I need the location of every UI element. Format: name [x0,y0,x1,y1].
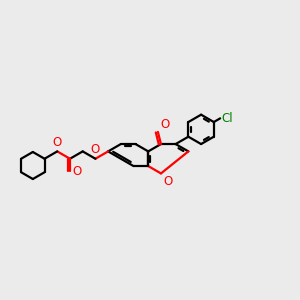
Text: O: O [160,118,169,130]
Text: O: O [52,136,62,148]
Text: Cl: Cl [222,112,233,125]
Text: O: O [164,175,173,188]
Text: O: O [72,165,82,178]
Text: O: O [91,143,100,156]
